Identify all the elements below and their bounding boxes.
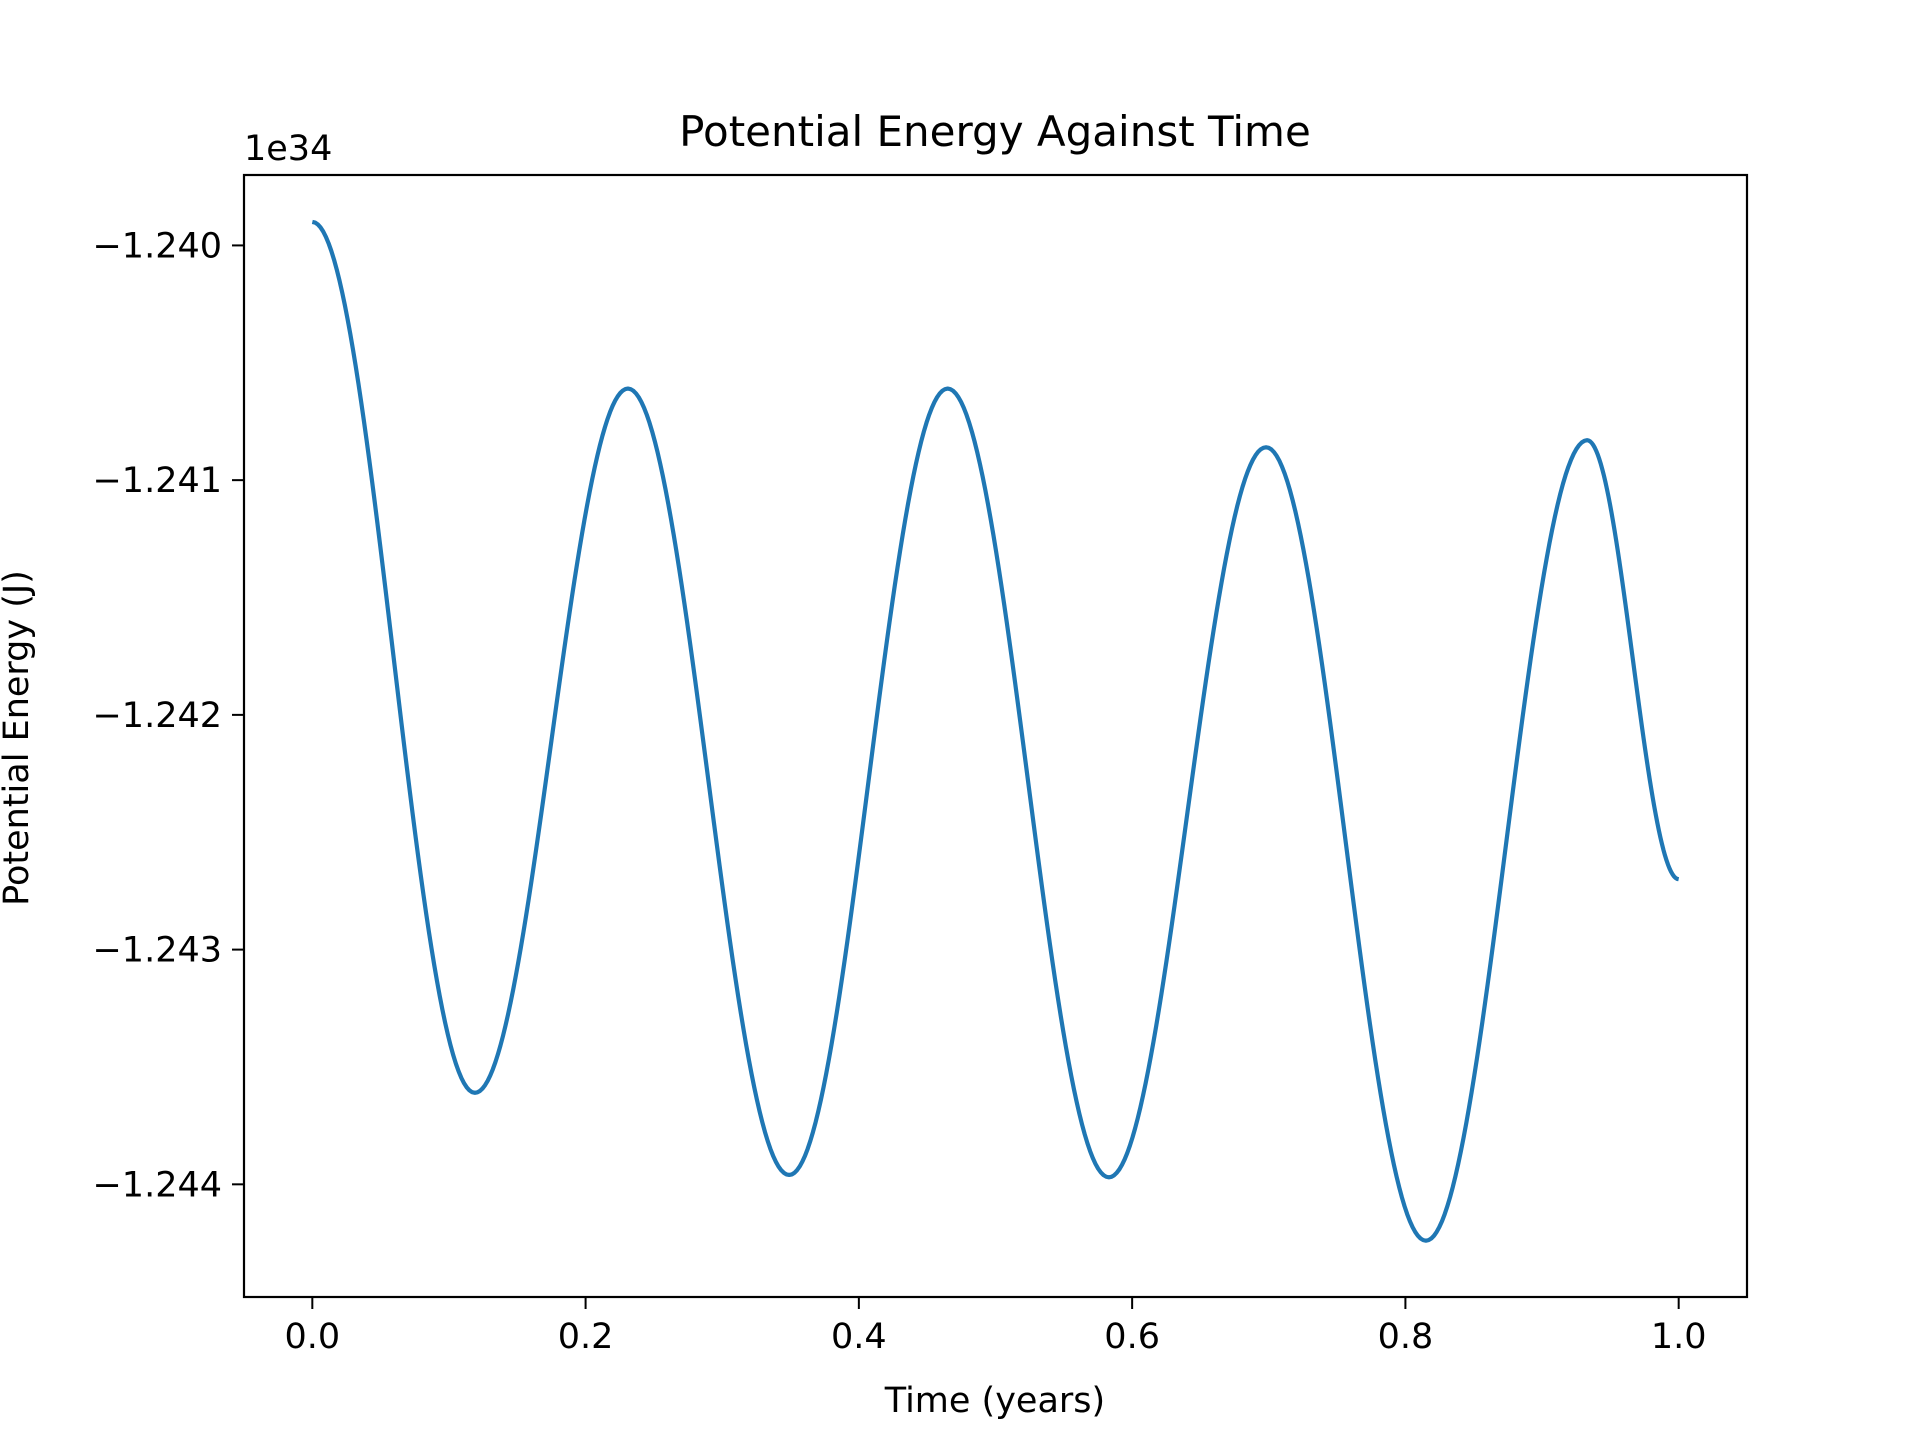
y-tick-label: −1.240 bbox=[92, 226, 222, 266]
axes-frame bbox=[242, 173, 1749, 1299]
chart-title: Potential Energy Against Time bbox=[679, 107, 1311, 156]
y-tick-label: −1.244 bbox=[92, 1165, 222, 1205]
y-tick-label: −1.243 bbox=[92, 931, 222, 971]
y-tick-label: −1.242 bbox=[92, 696, 222, 736]
x-tick-label: 0.8 bbox=[1378, 1317, 1434, 1357]
y-axis-offset-text: 1e34 bbox=[244, 129, 332, 169]
x-tick-label: 1.0 bbox=[1651, 1317, 1707, 1357]
x-tick-label: 0.6 bbox=[1104, 1317, 1160, 1357]
y-tick-label: −1.241 bbox=[92, 461, 222, 501]
x-tick-label: 0.0 bbox=[284, 1317, 340, 1357]
series-line-0 bbox=[311, 219, 1680, 1243]
y-axis-label: Potential Energy (J) bbox=[0, 570, 37, 906]
x-tick-label: 0.4 bbox=[831, 1317, 887, 1357]
x-axis-label: Time (years) bbox=[884, 1381, 1105, 1421]
plot-area: 0.0 0.2 0.4 0.6 0.8 1.0 −1.240 −1.241 −1.242 −1.2… bbox=[92, 173, 1749, 1357]
x-tick-label: 0.2 bbox=[558, 1317, 614, 1357]
